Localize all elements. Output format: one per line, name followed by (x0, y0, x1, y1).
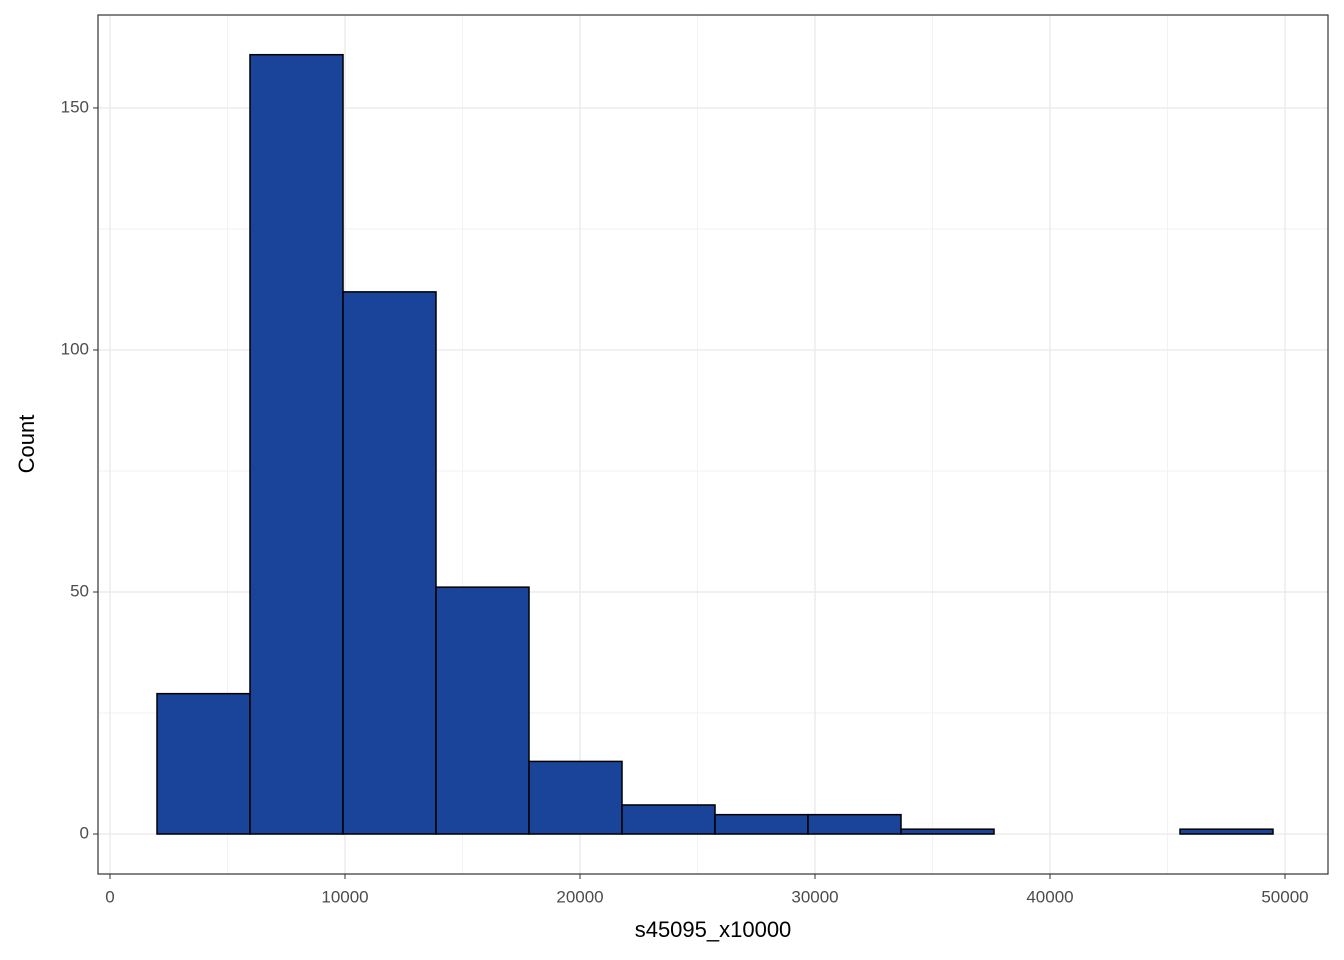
x-tick-label: 50000 (1261, 887, 1308, 906)
bar (807, 813, 902, 835)
bar (249, 53, 344, 835)
x-tick-label: 10000 (321, 887, 368, 906)
panel-border (97, 14, 1329, 875)
y-tick-label: 150 (61, 97, 89, 116)
bar (528, 760, 623, 835)
bar (621, 804, 716, 835)
y-axis-title: Count (14, 415, 39, 474)
x-axis-title: s45095_x10000 (635, 917, 792, 942)
bar (900, 828, 995, 835)
x-tick-label: 30000 (791, 887, 838, 906)
bar (342, 291, 437, 835)
bar (156, 692, 251, 835)
y-tick-label: 50 (70, 581, 89, 600)
y-tick-label: 0 (80, 824, 89, 843)
x-tick-label: 20000 (556, 887, 603, 906)
y-tick-label: 100 (61, 339, 89, 358)
x-tick-label: 40000 (1026, 887, 1073, 906)
bar (435, 586, 530, 835)
bar (714, 813, 809, 835)
bar (1179, 828, 1274, 835)
x-tick-label: 0 (105, 887, 114, 906)
